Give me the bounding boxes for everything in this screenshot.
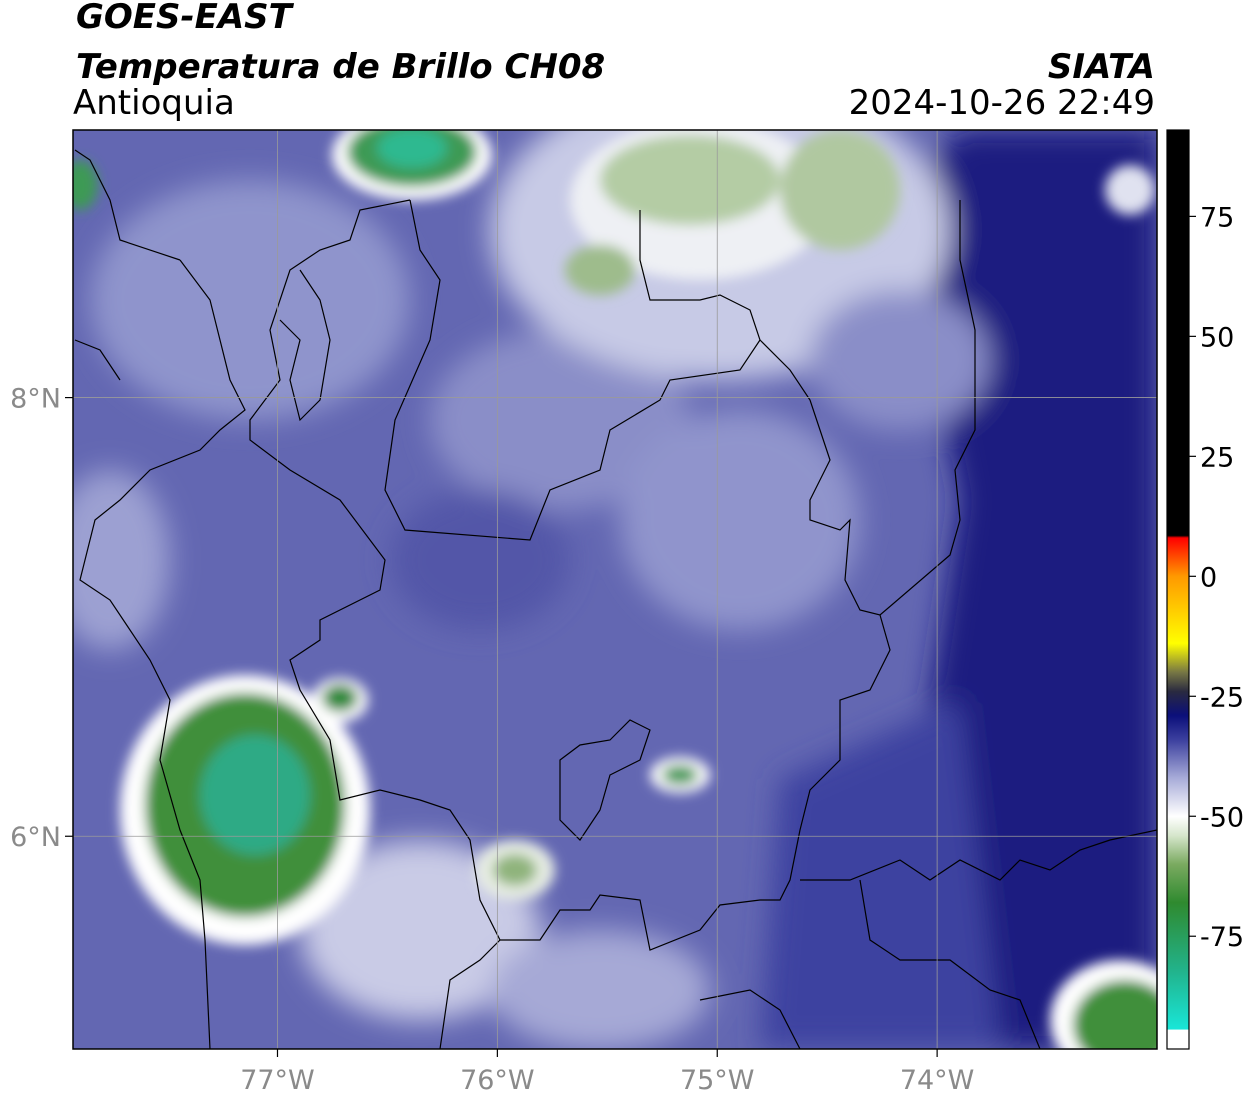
colorbar-tick-label: -25 <box>1200 682 1244 713</box>
datetime: 2024-10-26 22:49 <box>849 83 1155 123</box>
colorbar-tick-label: -75 <box>1200 922 1244 953</box>
borders <box>74 149 1157 1049</box>
satellite-image <box>73 130 1157 1049</box>
region: Antioquia <box>73 83 235 123</box>
colorbar-tick-label: 50 <box>1200 322 1234 353</box>
colorbar-tick-label: 25 <box>1200 442 1234 473</box>
y-tick-label: 6°N <box>10 822 61 853</box>
colorbar-tick-label: 0 <box>1200 562 1217 593</box>
x-tick-label: 74°W <box>900 1065 975 1096</box>
x-tick-label: 75°W <box>680 1065 755 1096</box>
x-tick-label: 77°W <box>240 1065 315 1096</box>
plot-frame <box>72 129 1158 1050</box>
x-tick-label: 76°W <box>460 1065 535 1096</box>
product-title: Temperatura de Brillo CH08 <box>76 47 605 87</box>
source: SIATA <box>1048 47 1155 87</box>
colorbar <box>1166 129 1190 1050</box>
colorbar-tick-label: -50 <box>1200 802 1244 833</box>
colorbar-tick-label: 75 <box>1200 202 1234 233</box>
title: GOES-EAST <box>76 0 295 37</box>
y-tick-label: 8°N <box>10 384 61 415</box>
grid <box>73 130 1157 1049</box>
